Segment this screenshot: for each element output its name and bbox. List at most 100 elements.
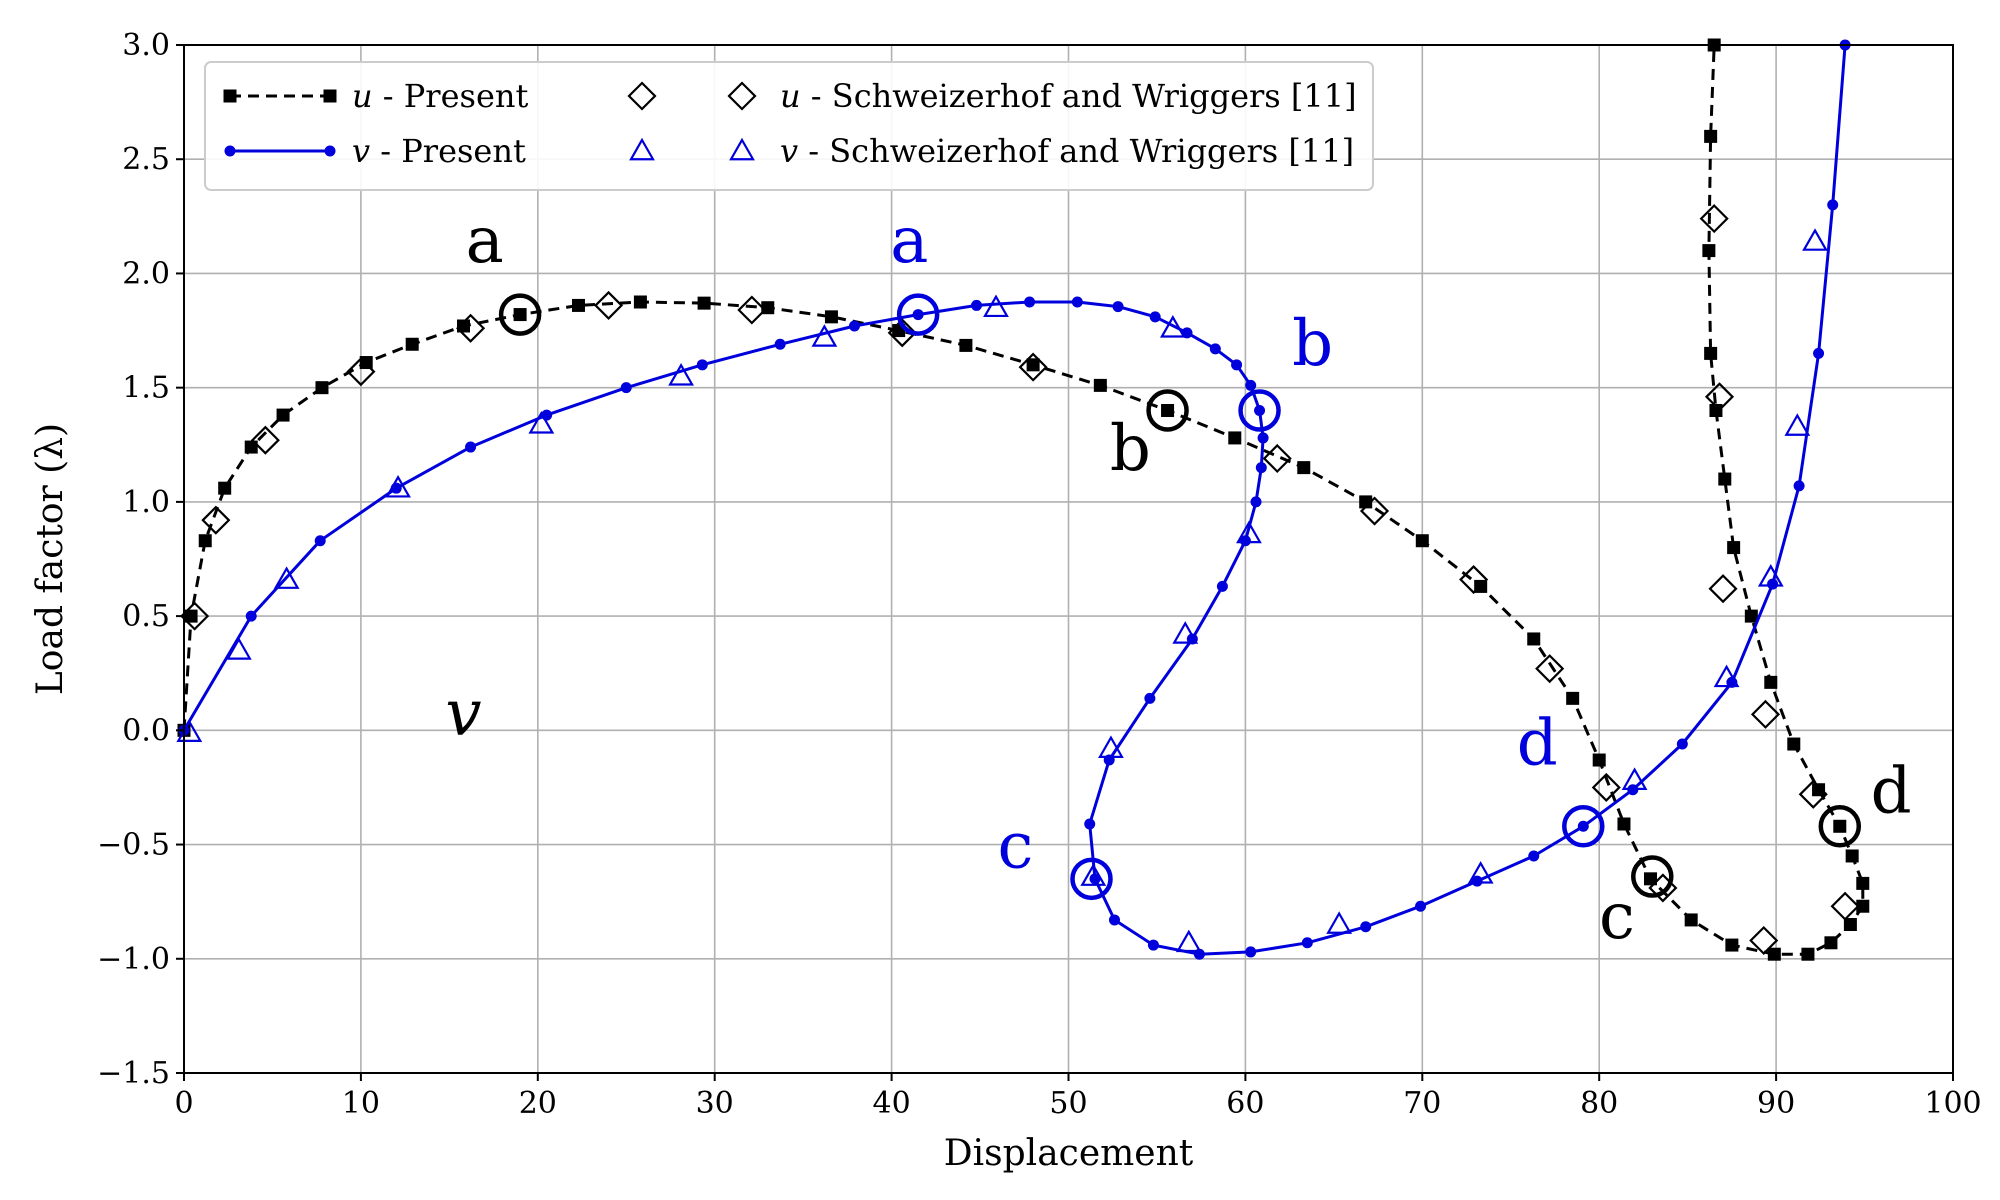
data-point xyxy=(1827,199,1839,211)
y-axis-label: Load factor (λ) xyxy=(30,423,71,695)
data-point xyxy=(1080,863,1107,886)
data-point xyxy=(1254,405,1266,417)
data-point xyxy=(1757,564,1784,587)
data-point xyxy=(1089,873,1101,885)
data-point xyxy=(1798,779,1828,809)
x-axis-label: Displacement xyxy=(944,1133,1194,1174)
data-point xyxy=(1527,632,1541,646)
x-tick-label: 10 xyxy=(342,1086,380,1121)
data-point xyxy=(1236,520,1262,544)
data-point xyxy=(225,637,252,660)
data-point xyxy=(465,441,477,453)
data-point xyxy=(1301,937,1313,949)
data-point xyxy=(1843,918,1857,932)
data-point xyxy=(1591,772,1621,803)
data-point xyxy=(1644,872,1658,886)
data-point xyxy=(1767,578,1779,590)
data-point xyxy=(1415,534,1429,548)
data-point xyxy=(1262,443,1292,474)
data-point xyxy=(887,318,917,348)
data-point xyxy=(1856,876,1870,890)
data-point xyxy=(1767,947,1781,961)
annotation-label: c xyxy=(1599,880,1635,954)
data-point xyxy=(457,319,471,333)
annotation-circle xyxy=(1631,855,1674,898)
legend: u - Present v - Present u - Schweizerhof a… xyxy=(204,61,1374,191)
data-point xyxy=(1326,911,1353,934)
data-point xyxy=(1108,914,1120,926)
x-tick-label: 60 xyxy=(1226,1086,1264,1121)
data-point xyxy=(1725,938,1739,952)
data-point xyxy=(1098,735,1124,758)
legend-marker xyxy=(223,89,237,103)
data-point xyxy=(1026,358,1040,372)
data-point xyxy=(1245,379,1257,391)
x-tick-label: 20 xyxy=(519,1086,557,1121)
annotation-label: a xyxy=(466,204,504,278)
legend-entry: v - Present xyxy=(224,132,526,170)
annotations: a b c d a b c d v xyxy=(445,204,1911,954)
annotation-circle xyxy=(1238,389,1281,432)
data-point xyxy=(1018,352,1048,382)
data-point xyxy=(180,601,210,631)
x-tick-label: 100 xyxy=(1924,1086,1981,1121)
y-tick-label: −1.0 xyxy=(97,942,170,977)
annotation-label: a xyxy=(890,204,928,278)
data-point xyxy=(1750,699,1781,729)
y-tick-label: 3.0 xyxy=(122,28,170,63)
data-point xyxy=(1676,738,1688,750)
legend-box xyxy=(204,61,1374,191)
data-point xyxy=(571,298,585,312)
y-tick-label: 2.0 xyxy=(122,256,170,291)
data-point xyxy=(245,610,257,622)
data-point xyxy=(250,425,280,455)
data-point xyxy=(774,338,786,350)
data-point xyxy=(668,363,694,386)
data-point xyxy=(1071,296,1083,308)
data-point xyxy=(848,320,860,332)
data-point xyxy=(346,357,376,387)
annotation-circle xyxy=(896,293,940,336)
x-tick-label: 80 xyxy=(1580,1086,1618,1121)
data-point xyxy=(273,566,300,589)
plot-text-label: v xyxy=(445,677,481,751)
data-point xyxy=(983,294,1009,318)
data-point xyxy=(1175,929,1202,953)
legend-label: v - Schweizerhof and Wriggers [11] xyxy=(780,132,1354,170)
x-tick-label: 0 xyxy=(174,1086,193,1121)
legend-marker xyxy=(324,145,336,157)
data-point xyxy=(1161,404,1175,418)
series-1 xyxy=(178,39,1851,960)
data-point xyxy=(1149,311,1161,323)
data-point xyxy=(1704,382,1735,412)
data-point xyxy=(1713,664,1740,688)
legend-label: u - Schweizerhof and Wriggers [11] xyxy=(780,77,1357,115)
data-point xyxy=(1159,315,1186,338)
legend-marker xyxy=(727,81,757,111)
data-point xyxy=(1216,580,1228,592)
x-tick-label: 70 xyxy=(1403,1086,1441,1121)
data-point xyxy=(405,337,419,351)
data-point xyxy=(1617,817,1631,831)
legend-entry: u - Schweizerhof and Wriggers [11] xyxy=(627,77,1357,115)
data-point xyxy=(1744,609,1758,623)
data-point xyxy=(594,290,624,320)
axis-ticks: 0 10 20 30 40 50 60 70 80 90 100 −1.5 −1.0 −0.5 0.0 0.5… xyxy=(97,28,1981,1121)
data-point xyxy=(971,299,983,311)
data-point xyxy=(1592,753,1606,767)
data-point xyxy=(1255,462,1267,474)
legend-marker xyxy=(629,137,655,161)
data-point xyxy=(1824,936,1838,950)
annotation-label: c xyxy=(998,809,1034,883)
data-point xyxy=(697,296,711,310)
legend-marker xyxy=(323,89,337,103)
x-tick-label: 90 xyxy=(1757,1086,1795,1121)
data-point xyxy=(1845,849,1859,863)
data-point xyxy=(1245,946,1257,958)
data-point xyxy=(218,481,232,495)
legend-entry: v - Schweizerhof and Wriggers [11] xyxy=(629,132,1354,170)
data-point xyxy=(1801,947,1815,961)
y-tick-label: −1.5 xyxy=(97,1056,170,1091)
legend-marker xyxy=(729,137,755,161)
